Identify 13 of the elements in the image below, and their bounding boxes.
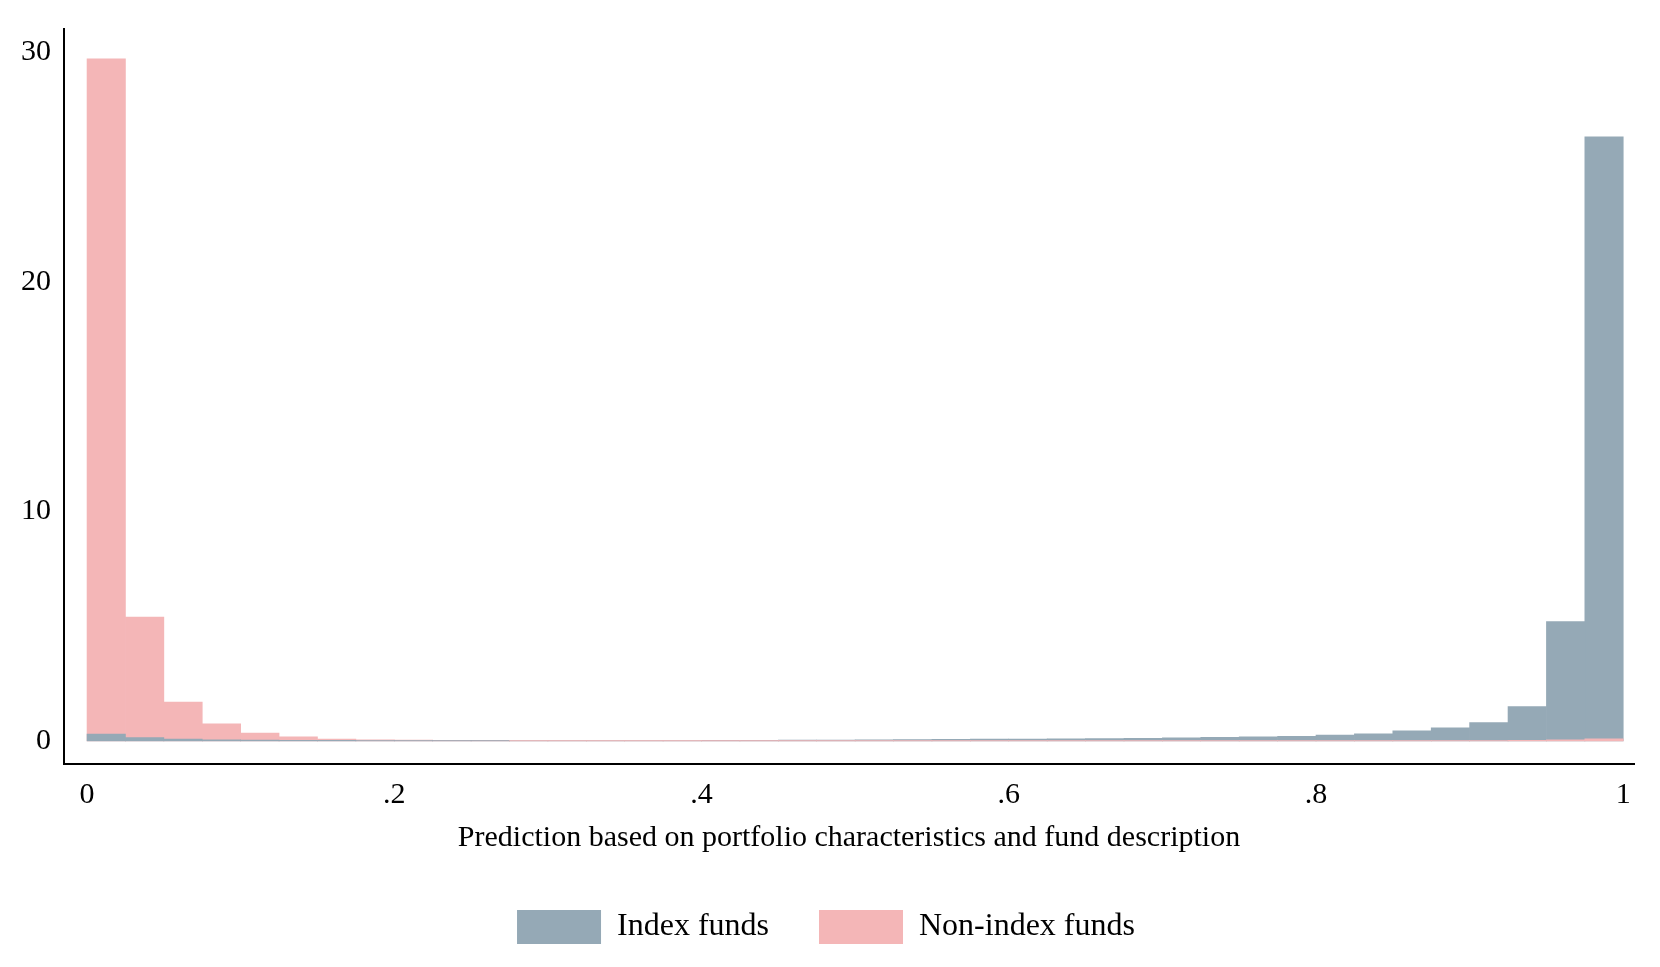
x-tick-label: .8: [1304, 775, 1328, 809]
x-tick-label: .2: [383, 775, 406, 809]
y-tick-label: 30: [21, 32, 51, 66]
legend-label: Non-index funds: [919, 906, 1135, 943]
x-tick-label: 1: [1615, 775, 1631, 809]
x-tick-label: .6: [997, 775, 1021, 809]
y-tick-label: 0: [36, 721, 51, 755]
y-tick-label: 10: [21, 492, 51, 526]
x-axis-title: Prediction based on portfolio characteristics and fund description: [457, 818, 1241, 852]
legend-label: Index funds: [617, 906, 769, 943]
y-tick-label: 20: [21, 262, 51, 296]
x-tick-label: 0: [79, 775, 95, 809]
x-tick-label: .4: [690, 775, 713, 809]
